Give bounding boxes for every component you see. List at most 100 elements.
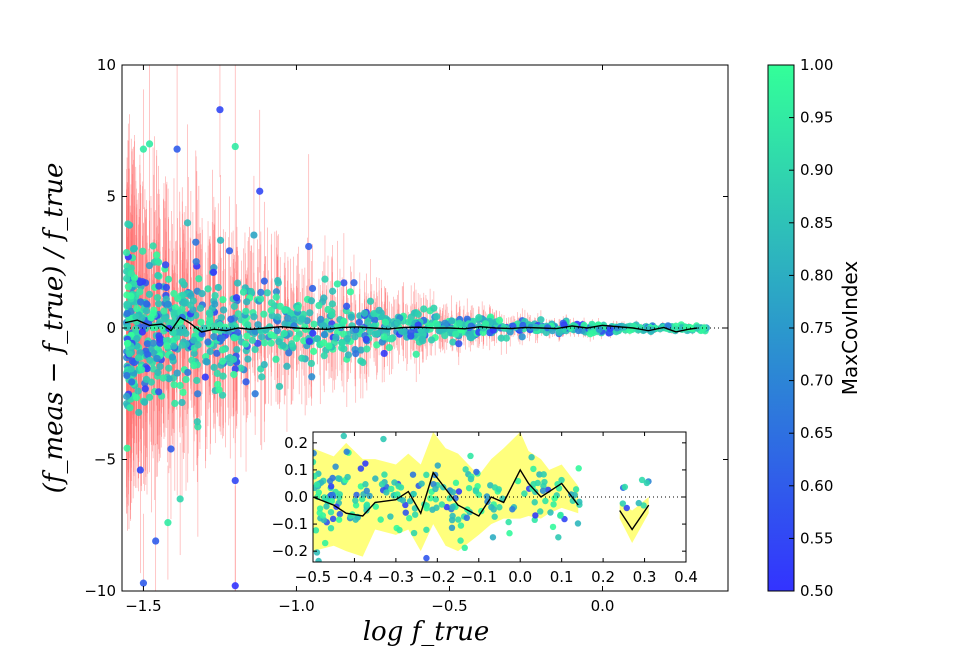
inset-x-tick-label: −0.2 xyxy=(419,568,455,586)
scatter-point xyxy=(449,338,457,346)
scatter-point xyxy=(153,251,161,259)
scatter-point xyxy=(142,307,151,315)
inset-confidence-band xyxy=(313,432,579,557)
inset-scatter-point xyxy=(362,481,369,488)
scatter-point xyxy=(344,351,352,359)
inset-scatter-point xyxy=(643,479,650,487)
inset-scatter-point xyxy=(409,471,417,478)
scatter-point xyxy=(173,369,181,377)
scatter-point xyxy=(154,300,163,308)
scatter-point xyxy=(141,385,149,393)
scatter-point xyxy=(155,282,163,290)
scatter-point xyxy=(149,339,157,347)
scatter-point xyxy=(176,381,184,390)
colorbar-tick-label: 0.85 xyxy=(800,214,833,232)
scatter-point xyxy=(123,323,131,332)
inset-scatter-point xyxy=(423,505,430,512)
inset-scatter-point xyxy=(438,501,446,508)
inset-scatter-point xyxy=(357,465,365,472)
inset-scatter-point xyxy=(495,486,503,493)
scatter-point xyxy=(393,319,402,327)
inset-scatter-point xyxy=(344,473,351,481)
inset-scatter-point xyxy=(457,537,464,544)
scatter-point xyxy=(308,373,316,381)
scatter-point xyxy=(343,334,352,343)
colorbar-ticks: 0.50 0.55 0.60 0.65 0.70 0.75 0.80 0.85 0.90 0.95… xyxy=(789,56,833,600)
inset-scatter-point xyxy=(528,454,535,461)
scatter-point xyxy=(281,306,289,314)
scatter-point xyxy=(141,398,149,406)
inset-scatter-point xyxy=(336,510,344,518)
scatter-point xyxy=(211,291,219,300)
colorbar-tick-label: 0.95 xyxy=(800,109,833,127)
scatter-point xyxy=(385,343,393,352)
scatter-point xyxy=(364,318,372,326)
scatter-point xyxy=(135,408,143,417)
inset-scatter-point xyxy=(474,482,481,490)
scatter-point xyxy=(275,338,283,346)
inset-scatter-point xyxy=(430,480,437,488)
scatter-point xyxy=(399,328,408,336)
scatter-point xyxy=(218,334,226,342)
scatter-point xyxy=(149,242,157,250)
scatter-point xyxy=(211,300,219,308)
scatter-point xyxy=(309,329,317,337)
inset-median-line xyxy=(313,468,579,517)
scatter-point xyxy=(272,355,280,363)
scatter-point xyxy=(574,326,583,335)
scatter-point xyxy=(497,334,505,342)
inset-scatter-point xyxy=(550,501,557,508)
scatter-point xyxy=(123,309,131,318)
inset-median-line-b xyxy=(619,504,650,531)
median-line xyxy=(124,316,698,333)
inset-scatter-point xyxy=(638,476,646,484)
scatter-point xyxy=(132,313,140,321)
scatter-point xyxy=(178,398,186,407)
scatter-point xyxy=(161,315,169,323)
inset-scatter-point xyxy=(547,509,554,516)
scatter-point xyxy=(201,373,209,381)
inset-scatter-point xyxy=(561,515,568,523)
inset-x-tick-label: 0.3 xyxy=(633,568,657,586)
scatter-point xyxy=(229,355,238,363)
y-tick-label: 0 xyxy=(106,319,116,337)
scatter-point xyxy=(181,299,189,307)
y-tick-label: 10 xyxy=(97,56,116,74)
scatter-point xyxy=(127,269,135,278)
scatter-point xyxy=(123,371,131,380)
scatter-point xyxy=(192,258,200,266)
inset-scatter-point xyxy=(423,471,430,479)
scatter-point xyxy=(320,352,328,360)
inset-scatter-point xyxy=(313,549,321,556)
inset-scatter-point xyxy=(473,468,480,476)
inset-x-tick-label: 0.2 xyxy=(591,568,615,586)
inset-scatter-point xyxy=(410,490,417,498)
colorbar-tick-label: 0.65 xyxy=(800,424,833,442)
scatter-point xyxy=(244,321,252,329)
x-axis-label: log f_true xyxy=(363,617,490,647)
scatter-point xyxy=(325,342,333,350)
scatter-point xyxy=(196,304,205,312)
inset-scatter-point xyxy=(461,544,468,552)
scatter-point xyxy=(251,345,259,354)
inset-scatter-point xyxy=(315,489,322,496)
inset-scatter-point xyxy=(423,526,430,533)
x-axis-ticks: −1.5 −1.0 −0.5 0.0 xyxy=(125,65,614,615)
scatter-point xyxy=(231,365,239,373)
scatter-point xyxy=(320,330,329,339)
scatter-point xyxy=(412,350,420,358)
inset-scatter-point xyxy=(321,539,329,547)
scatter-point xyxy=(159,374,167,382)
inset-scatter-point xyxy=(619,500,627,507)
inset-scatter-point xyxy=(383,489,390,496)
scatter-point xyxy=(284,314,292,322)
inset-scatter-point xyxy=(434,462,441,469)
scatter-point xyxy=(198,330,206,338)
scatter-point xyxy=(164,519,172,527)
inset-x-tick-label: −0.3 xyxy=(378,568,414,586)
scatter-point xyxy=(244,355,252,363)
scatter-point xyxy=(307,359,315,368)
scatter-point xyxy=(260,310,268,318)
colorbar: 0.50 0.55 0.60 0.65 0.70 0.75 0.80 0.85 0.90 0.95… xyxy=(767,56,862,600)
inset-scatter-point xyxy=(530,465,537,473)
